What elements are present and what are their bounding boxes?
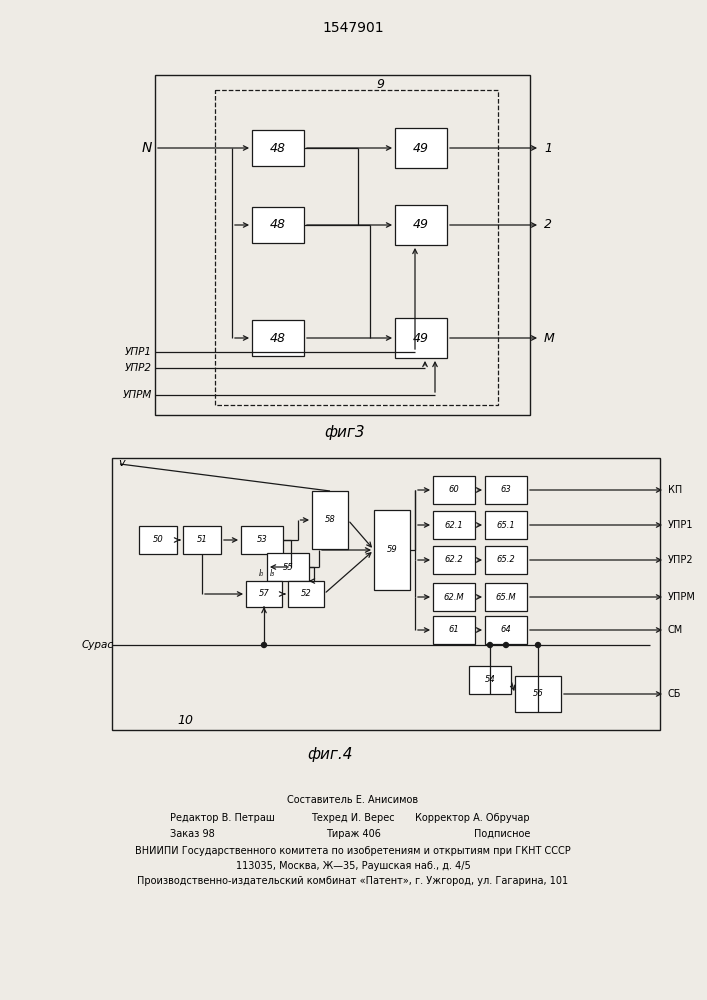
Bar — [215, 90, 498, 405]
Bar — [433, 583, 475, 611]
Text: l₃: l₃ — [269, 569, 274, 578]
Text: 113035, Москва, Ж—35, Раушская наб., д. 4/5: 113035, Москва, Ж—35, Раушская наб., д. … — [235, 861, 470, 871]
Text: Редактор В. Петраш: Редактор В. Петраш — [170, 813, 275, 823]
Bar — [252, 130, 304, 166]
Text: Сурас: Сурас — [82, 640, 114, 650]
Circle shape — [535, 643, 540, 648]
Text: 10: 10 — [177, 714, 193, 726]
Text: 48: 48 — [270, 219, 286, 232]
Circle shape — [503, 643, 508, 648]
Text: СМ: СМ — [668, 625, 683, 635]
Text: 62.2: 62.2 — [445, 556, 463, 564]
Text: 48: 48 — [270, 332, 286, 344]
Text: 59: 59 — [387, 546, 397, 554]
Bar — [433, 511, 475, 539]
Bar — [183, 526, 221, 554]
Circle shape — [488, 643, 493, 648]
Text: 50: 50 — [153, 536, 163, 544]
Bar — [433, 546, 475, 574]
Bar — [267, 553, 309, 581]
Text: СБ: СБ — [668, 689, 682, 699]
Text: Тираж 406: Тираж 406 — [325, 829, 380, 839]
Bar — [485, 583, 527, 611]
Bar — [515, 676, 561, 712]
Text: 64: 64 — [501, 626, 511, 635]
Text: 49: 49 — [413, 219, 429, 232]
Text: ВНИИПИ Государственного комитета по изобретениям и открытиям при ГКНТ СССР: ВНИИПИ Государственного комитета по изоб… — [135, 846, 571, 856]
Text: 60: 60 — [449, 486, 460, 494]
Circle shape — [262, 643, 267, 648]
Text: УПРМ: УПРМ — [668, 592, 696, 602]
Text: 54: 54 — [484, 676, 496, 684]
Text: фиг3: фиг3 — [325, 426, 366, 440]
Bar — [485, 511, 527, 539]
Text: УПР2: УПР2 — [125, 363, 152, 373]
Bar — [241, 526, 283, 554]
Text: КП: КП — [668, 485, 682, 495]
Text: 49: 49 — [413, 332, 429, 344]
Text: УПРМ: УПРМ — [122, 390, 152, 400]
Text: N: N — [141, 141, 152, 155]
Bar — [252, 207, 304, 243]
Bar — [139, 526, 177, 554]
Text: 2: 2 — [544, 219, 552, 232]
Text: Подписное: Подписное — [474, 829, 530, 839]
Text: Заказ 98: Заказ 98 — [170, 829, 215, 839]
Bar — [433, 476, 475, 504]
Text: Производственно-издательский комбинат «Патент», г. Ужгород, ул. Гагарина, 101: Производственно-издательский комбинат «П… — [137, 876, 568, 886]
Text: 9: 9 — [376, 78, 384, 91]
Bar — [395, 205, 447, 245]
Text: 63: 63 — [501, 486, 511, 494]
Text: УПР2: УПР2 — [668, 555, 694, 565]
Text: 65.M: 65.M — [496, 592, 516, 601]
Text: 49: 49 — [413, 141, 429, 154]
Bar — [374, 510, 410, 590]
Bar — [312, 491, 348, 549]
Text: 65.1: 65.1 — [496, 520, 515, 530]
Text: 52: 52 — [300, 589, 311, 598]
Bar — [246, 581, 282, 607]
Bar — [252, 320, 304, 356]
Bar — [433, 616, 475, 644]
Bar — [395, 128, 447, 168]
Text: 55: 55 — [283, 562, 293, 572]
Text: 51: 51 — [197, 536, 207, 544]
Bar — [485, 476, 527, 504]
Text: Корректор А. Обручар: Корректор А. Обручар — [416, 813, 530, 823]
Bar — [112, 458, 660, 730]
Bar — [469, 666, 511, 694]
Text: 57: 57 — [259, 589, 269, 598]
Text: М: М — [544, 332, 555, 344]
Text: Составитель Е. Анисимов: Составитель Е. Анисимов — [288, 795, 419, 805]
Bar — [155, 75, 530, 415]
Text: 53: 53 — [257, 536, 267, 544]
Text: v: v — [118, 458, 124, 468]
Text: фиг.4: фиг.4 — [308, 746, 353, 762]
Bar — [485, 616, 527, 644]
Text: 58: 58 — [325, 516, 335, 524]
Text: 62.M: 62.M — [444, 592, 464, 601]
Bar — [395, 318, 447, 358]
Bar — [485, 546, 527, 574]
Bar — [288, 581, 324, 607]
Text: l₀: l₀ — [259, 569, 264, 578]
Text: 65.2: 65.2 — [496, 556, 515, 564]
Text: 48: 48 — [270, 141, 286, 154]
Text: 61: 61 — [449, 626, 460, 635]
Text: УПР1: УПР1 — [125, 347, 152, 357]
Text: Техред И. Верес: Техред И. Верес — [311, 813, 395, 823]
Text: 62.1: 62.1 — [445, 520, 463, 530]
Text: 1: 1 — [544, 141, 552, 154]
Text: 1547901: 1547901 — [322, 21, 384, 35]
Text: УПР1: УПР1 — [668, 520, 694, 530]
Text: 56: 56 — [532, 690, 544, 698]
